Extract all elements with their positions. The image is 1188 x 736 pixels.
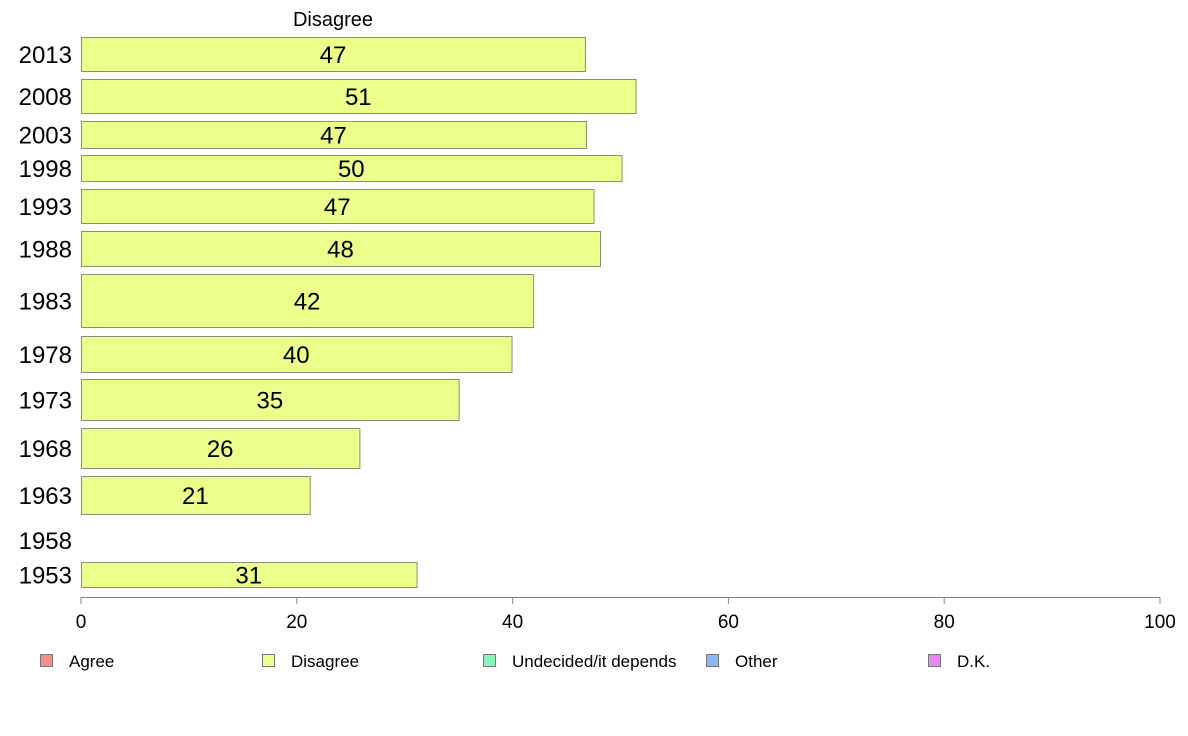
legend-swatch <box>706 654 719 667</box>
legend-swatch <box>483 654 496 667</box>
category-label: 1998 <box>19 156 72 183</box>
category-labels: 2013 2008 2003 1998 1993 1988 1983 1978 1973 1968… <box>19 42 72 590</box>
bar-value-label: 40 <box>283 342 310 369</box>
bar <box>81 476 311 515</box>
bar <box>81 155 623 182</box>
bar-value-label: 35 <box>256 388 283 415</box>
x-tick-label: 80 <box>934 612 955 633</box>
category-label: 1978 <box>19 342 72 369</box>
category-label: 1973 <box>19 388 72 415</box>
legend-label: Other <box>735 652 778 671</box>
bar <box>81 189 595 224</box>
bar-value-label: 50 <box>338 156 365 183</box>
x-tick-label: 40 <box>502 612 523 633</box>
bar-value-label: 47 <box>324 194 351 221</box>
bar <box>81 121 587 149</box>
bar-value-label: 48 <box>327 237 354 264</box>
x-axis: 0 20 40 60 80 100 <box>76 597 1176 633</box>
category-label: 2008 <box>19 84 72 111</box>
bar-value-label: 42 <box>294 289 321 316</box>
category-label: 1988 <box>19 237 72 264</box>
legend-label: Disagree <box>291 652 359 671</box>
series-title: Disagree <box>293 9 373 31</box>
category-label: 2013 <box>19 42 72 69</box>
legend-label: Undecided/it depends <box>512 652 676 671</box>
category-label: 1958 <box>19 528 72 555</box>
legend-swatch <box>40 654 53 667</box>
bar <box>81 336 513 373</box>
bar <box>81 379 460 421</box>
category-label: 1983 <box>19 289 72 316</box>
bar-value-label: 51 <box>345 84 372 111</box>
category-label: 1993 <box>19 194 72 221</box>
x-tick-label: 0 <box>76 612 87 633</box>
bar-value-label: 21 <box>182 483 209 510</box>
category-label: 1953 <box>19 563 72 590</box>
legend-label: D.K. <box>957 652 990 671</box>
legend: Agree Disagree Undecided/it depends Other D.… <box>40 652 990 671</box>
bar-value-label: 47 <box>320 42 347 69</box>
x-tick-label: 20 <box>286 612 307 633</box>
category-label: 2003 <box>19 123 72 150</box>
bar-value-label: 31 <box>235 563 262 590</box>
x-tick-label: 100 <box>1144 612 1176 633</box>
bar <box>81 562 418 588</box>
bar-value-label: 26 <box>207 436 234 463</box>
bar-value-label: 47 <box>320 123 347 150</box>
category-label: 1968 <box>19 436 72 463</box>
bar <box>81 37 586 72</box>
legend-label: Agree <box>69 652 114 671</box>
x-tick-label: 60 <box>718 612 739 633</box>
legend-swatch <box>262 654 275 667</box>
bar <box>81 231 601 267</box>
bars <box>81 37 637 588</box>
bar <box>81 79 637 114</box>
legend-swatch <box>928 654 941 667</box>
bar <box>81 428 361 469</box>
category-label: 1963 <box>19 483 72 510</box>
bar <box>81 274 535 328</box>
